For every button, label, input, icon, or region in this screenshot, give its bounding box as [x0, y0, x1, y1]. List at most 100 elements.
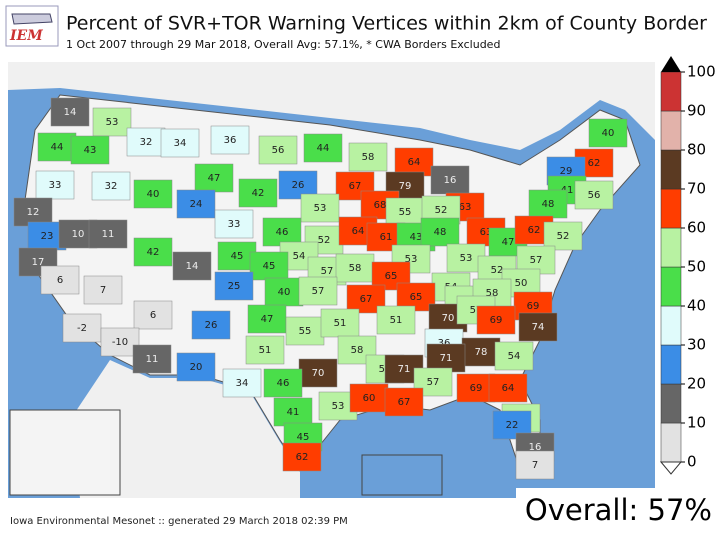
- colorbar-bin: [660, 305, 682, 346]
- region-value: 69: [527, 301, 540, 312]
- region: [83, 275, 123, 305]
- region: [238, 178, 278, 208]
- region: [528, 189, 568, 219]
- region-value: 62: [528, 225, 541, 236]
- region-value: 33: [49, 180, 62, 191]
- region-value: 14: [64, 107, 77, 118]
- footer: Iowa Environmental Mesonet :: generated …: [10, 516, 348, 527]
- region: [133, 300, 173, 330]
- region: [384, 387, 424, 417]
- region-value: 29: [560, 166, 573, 177]
- region-value: 79: [399, 181, 412, 192]
- region: [133, 237, 173, 267]
- region-value: 33: [228, 219, 241, 230]
- region-value: 56: [272, 145, 285, 156]
- colorbar-bin: [660, 266, 682, 307]
- region: [476, 305, 516, 335]
- region-value: 34: [236, 378, 249, 389]
- region-value: 42: [252, 188, 265, 199]
- region-value: 36: [224, 135, 237, 146]
- region: [210, 125, 250, 155]
- region: [245, 335, 285, 365]
- region: [194, 163, 234, 193]
- region: [376, 305, 416, 335]
- region-value: 53: [460, 253, 473, 264]
- region: [50, 97, 90, 127]
- region-value: 26: [292, 180, 305, 191]
- region: [172, 251, 212, 281]
- region: [262, 217, 302, 247]
- region: [249, 251, 289, 281]
- region-value: 69: [490, 315, 503, 326]
- colorbar-min-arrow: [659, 461, 683, 475]
- region-value: 52: [557, 231, 570, 242]
- region-value: 20: [190, 362, 203, 373]
- region-value: 44: [51, 142, 64, 153]
- region: [263, 368, 303, 398]
- region-value: 51: [259, 345, 272, 356]
- region: [298, 276, 338, 306]
- region-value: 14: [186, 261, 199, 272]
- region-value: 47: [208, 173, 221, 184]
- region-value: 52: [435, 205, 448, 216]
- overall: Overall: 57%: [525, 493, 712, 527]
- region-value: 43: [410, 232, 423, 243]
- region-value: 52: [491, 265, 504, 276]
- region: [488, 373, 528, 403]
- colorbar-tick-label: 30: [687, 336, 706, 354]
- region-value: 46: [276, 227, 289, 238]
- region-value: 44: [317, 143, 330, 154]
- region: [385, 197, 425, 227]
- region-value: 70: [312, 368, 325, 379]
- colorbar-tick-label: 100: [687, 63, 716, 81]
- region: [494, 341, 534, 371]
- region-value: 43: [84, 145, 97, 156]
- region-value: 65: [410, 292, 423, 303]
- region-value: 45: [231, 251, 244, 262]
- colorbar-bin: [660, 188, 682, 229]
- colorbar: 0 10 20 30 40 50 60 70 80 90 100: [659, 56, 716, 475]
- region-value: 64: [502, 383, 515, 394]
- regions: 14 53 32 34 36 56 44 58 64 40 62 29 44 43 33 32 40 47 42 26…: [13, 97, 628, 480]
- region-value: 61: [380, 232, 393, 243]
- region-value: 45: [297, 432, 310, 443]
- region-value: 58: [349, 263, 362, 274]
- region: [88, 219, 128, 249]
- region-value: 63: [480, 227, 493, 238]
- canada: [8, 62, 655, 150]
- region-value: -2: [77, 323, 87, 334]
- region-value: 22: [506, 420, 519, 431]
- region-value: 69: [470, 383, 483, 394]
- region-value: 54: [508, 351, 521, 362]
- region: [285, 316, 325, 346]
- region-value: 78: [475, 347, 488, 358]
- region-value: 11: [102, 229, 115, 240]
- region: [303, 133, 343, 163]
- region-value: 47: [261, 314, 274, 325]
- region-value: 57: [530, 255, 543, 266]
- region-value: 7: [100, 285, 106, 296]
- logo-iowa: [11, 13, 53, 25]
- region-value: -10: [112, 337, 128, 348]
- region: [217, 241, 257, 271]
- region: [92, 107, 132, 137]
- region-value: 51: [334, 318, 347, 329]
- region-value: 53: [405, 254, 418, 265]
- colorbar-bin: [660, 227, 682, 268]
- region-value: 40: [147, 189, 160, 200]
- region: [515, 450, 555, 480]
- region: [518, 312, 558, 342]
- region: [176, 352, 216, 382]
- region-value: 65: [385, 271, 398, 282]
- colorbar-bin: [660, 110, 682, 151]
- region-value: 34: [174, 138, 187, 149]
- region-value: 16: [444, 175, 457, 186]
- logo-box: [5, 5, 59, 47]
- region-value: 71: [398, 364, 411, 375]
- region: [191, 310, 231, 340]
- region: [176, 189, 216, 219]
- region-value: 57: [312, 286, 325, 297]
- alaska-inset: [9, 409, 121, 496]
- region: [100, 327, 140, 357]
- region-value: 58: [351, 345, 364, 356]
